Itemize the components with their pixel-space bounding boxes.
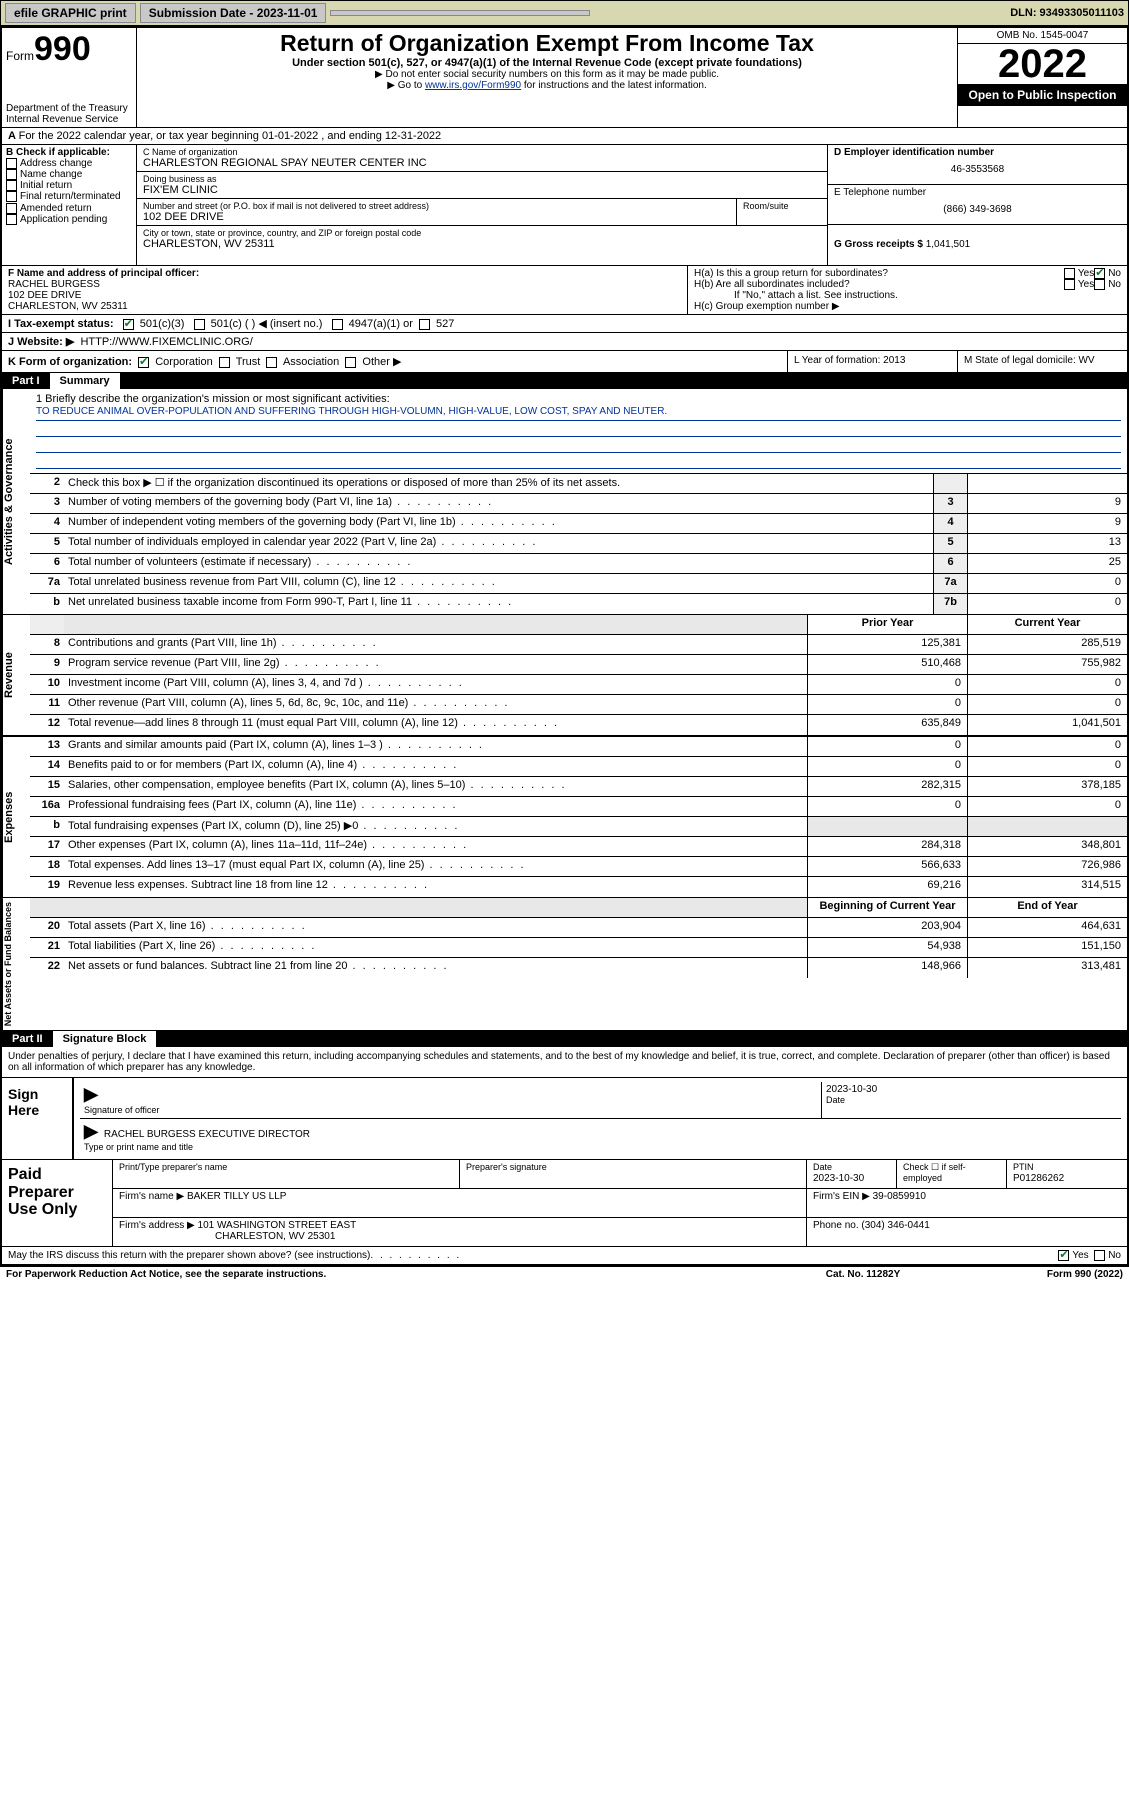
tax-year: 2022 [958, 44, 1127, 84]
firm-ein: 39-0859910 [873, 1191, 926, 1202]
irs-link[interactable]: www.irs.gov/Form990 [425, 80, 521, 91]
firm-address: 101 WASHINGTON STREET EAST [198, 1220, 357, 1231]
col-b: B Check if applicable: Address change Na… [2, 145, 137, 265]
part2-header: Part II Signature Block [2, 1031, 1127, 1047]
telephone: (866) 349-3698 [834, 198, 1121, 215]
summary-line: 16aProfessional fundraising fees (Part I… [30, 797, 1127, 817]
summary-line: 10Investment income (Part VIII, column (… [30, 675, 1127, 695]
section-netassets: Net Assets or Fund Balances Beginning of… [2, 898, 1127, 1031]
col-c: C Name of organization CHARLESTON REGION… [137, 145, 827, 265]
blank-btn[interactable] [330, 10, 590, 16]
row-klm: K Form of organization: Corporation Trus… [2, 351, 1127, 373]
form-number: Form990 [6, 30, 132, 69]
row-j: J Website: ▶ HTTP://WWW.FIXEMCLINIC.ORG/ [2, 333, 1127, 351]
summary-line: 13Grants and similar amounts paid (Part … [30, 737, 1127, 757]
sign-here-block: Sign Here ▶Signature of officer 2023-10-… [2, 1078, 1127, 1160]
summary-line: 3Number of voting members of the governi… [30, 494, 1127, 514]
mission-text: TO REDUCE ANIMAL OVER-POPULATION AND SUF… [36, 405, 1121, 421]
summary-line: 14Benefits paid to or for members (Part … [30, 757, 1127, 777]
summary-line: 18Total expenses. Add lines 13–17 (must … [30, 857, 1127, 877]
form-title: Return of Organization Exempt From Incom… [143, 30, 951, 57]
summary-line: 9Program service revenue (Part VIII, lin… [30, 655, 1127, 675]
open-inspection: Open to Public Inspection [958, 84, 1127, 106]
firm-phone: (304) 346-0441 [861, 1220, 929, 1231]
ptin: P01286262 [1013, 1173, 1064, 1184]
dept-label: Department of the Treasury [6, 103, 132, 114]
state-domicile: M State of legal domicile: WV [957, 351, 1127, 372]
sign-date: 2023-10-30 [826, 1084, 877, 1095]
block-bcdeg: B Check if applicable: Address change Na… [2, 145, 1127, 266]
year-formation: L Year of formation: 2013 [787, 351, 957, 372]
ein: 46-3553568 [834, 158, 1121, 175]
section-expenses: Expenses 13Grants and similar amounts pa… [2, 737, 1127, 898]
summary-line: 6Total number of volunteers (estimate if… [30, 554, 1127, 574]
officer-name: RACHEL BURGESS [8, 279, 100, 290]
signature-intro: Under penalties of perjury, I declare th… [2, 1047, 1127, 1078]
efile-btn[interactable]: efile GRAPHIC print [5, 3, 136, 23]
section-governance: Activities & Governance 1 Briefly descri… [2, 389, 1127, 615]
summary-line: 19Revenue less expenses. Subtract line 1… [30, 877, 1127, 897]
page-footer: For Paperwork Reduction Act Notice, see … [0, 1266, 1129, 1282]
summary-line: 17Other expenses (Part IX, column (A), l… [30, 837, 1127, 857]
website: HTTP://WWW.FIXEMCLINIC.ORG/ [80, 336, 252, 348]
firm-name: BAKER TILLY US LLP [187, 1191, 287, 1202]
ssn-warning: ▶ Do not enter social security numbers o… [143, 69, 951, 80]
irs-label: Internal Revenue Service [6, 114, 132, 125]
summary-line: 5Total number of individuals employed in… [30, 534, 1127, 554]
summary-line: 12Total revenue—add lines 8 through 11 (… [30, 715, 1127, 735]
gross-receipts: 1,041,501 [926, 239, 971, 250]
city-state-zip: CHARLESTON, WV 25311 [143, 238, 821, 250]
org-name: CHARLESTON REGIONAL SPAY NEUTER CENTER I… [143, 157, 821, 169]
street-address: 102 DEE DRIVE [143, 211, 730, 223]
summary-line: 8Contributions and grants (Part VIII, li… [30, 635, 1127, 655]
form-990: Form990 Department of the Treasury Inter… [0, 26, 1129, 1266]
top-bar: efile GRAPHIC print Submission Date - 20… [0, 0, 1129, 26]
summary-line: 15Salaries, other compensation, employee… [30, 777, 1127, 797]
paid-preparer-block: Paid Preparer Use Only Print/Type prepar… [2, 1160, 1127, 1247]
row-i: I Tax-exempt status: 501(c)(3) 501(c) ( … [2, 315, 1127, 333]
summary-line: 22Net assets or fund balances. Subtract … [30, 958, 1127, 978]
summary-line: 20Total assets (Part X, line 16)203,9044… [30, 918, 1127, 938]
discuss-row: May the IRS discuss this return with the… [2, 1247, 1127, 1264]
summary-line: 4Number of independent voting members of… [30, 514, 1127, 534]
officer-signature-name: RACHEL BURGESS EXECUTIVE DIRECTOR [104, 1129, 310, 1140]
goto-line: ▶ Go to www.irs.gov/Form990 for instruct… [143, 80, 951, 91]
submission-btn[interactable]: Submission Date - 2023-11-01 [140, 3, 327, 23]
summary-line: 2Check this box ▶ ☐ if the organization … [30, 474, 1127, 494]
section-revenue: Revenue Prior Year Current Year 8Contrib… [2, 615, 1127, 737]
mission-block: 1 Briefly describe the organization's mi… [30, 389, 1127, 474]
dln-label: DLN: 93493305011103 [1010, 7, 1124, 19]
dba-name: FIX'EM CLINIC [143, 184, 821, 196]
summary-line: 11Other revenue (Part VIII, column (A), … [30, 695, 1127, 715]
col-deg: D Employer identification number 46-3553… [827, 145, 1127, 265]
summary-line: 7aTotal unrelated business revenue from … [30, 574, 1127, 594]
row-f-h: F Name and address of principal officer:… [2, 266, 1127, 315]
form-header: Form990 Department of the Treasury Inter… [2, 28, 1127, 128]
line-a: A For the 2022 calendar year, or tax yea… [2, 128, 1127, 145]
form-subtitle: Under section 501(c), 527, or 4947(a)(1)… [143, 57, 951, 69]
summary-line: bNet unrelated business taxable income f… [30, 594, 1127, 614]
summary-line: bTotal fundraising expenses (Part IX, co… [30, 817, 1127, 837]
summary-line: 21Total liabilities (Part X, line 26)54,… [30, 938, 1127, 958]
room-suite: Room/suite [737, 199, 827, 225]
part1-header: Part I Summary [2, 373, 1127, 389]
